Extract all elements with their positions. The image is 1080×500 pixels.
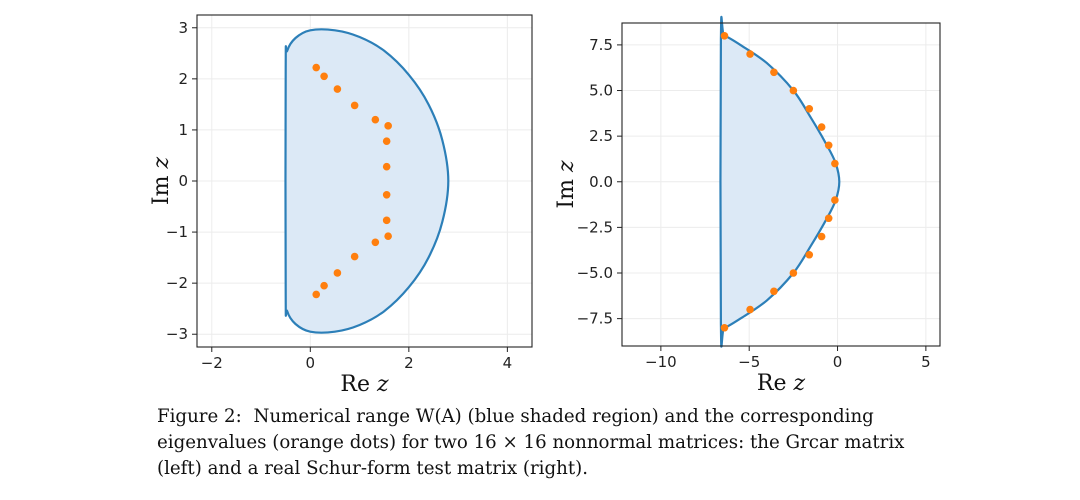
right-panel: −10 −5 0 5 −7.5 −5.0 −2.5 0.0 2.5 5.0 7.5 Re z Im z xyxy=(554,16,941,396)
eigenvalue-point xyxy=(333,85,342,93)
eigenvalue-point xyxy=(789,86,798,95)
y-axis-label: Im z xyxy=(149,157,174,206)
eigenvalue-point xyxy=(746,50,754,58)
eigenvalue-point xyxy=(312,290,321,299)
numerical-range-region xyxy=(284,28,450,334)
eigenvalue-point xyxy=(770,68,778,77)
eigenvalue-point xyxy=(805,250,814,259)
eigenvalue-point xyxy=(817,123,826,131)
eigenvalue-point xyxy=(805,104,814,113)
x-tick-label: −2 xyxy=(201,354,223,372)
x-axis-label: Re z xyxy=(757,371,806,396)
eigenvalue-point xyxy=(770,287,778,296)
eigenvalue-point xyxy=(371,115,380,124)
eigenvalue-point xyxy=(789,269,798,277)
eigenvalue-point xyxy=(312,63,321,72)
eigenvalue-point xyxy=(824,214,833,223)
plot-frame xyxy=(621,22,941,347)
caption-label: Figure 2: xyxy=(157,406,242,427)
x-tick-label: 0 xyxy=(833,353,843,371)
figure-caption: Figure 2: Numerical range W(A) (blue sha… xyxy=(157,404,947,482)
eigenvalue-point xyxy=(824,141,833,150)
y-tick-label: 2.5 xyxy=(589,127,613,145)
eigenvalue-point xyxy=(350,252,359,261)
x-tick-label: 5 xyxy=(921,353,931,371)
eigenvalue-point xyxy=(382,216,391,225)
y-tick-label: 1 xyxy=(178,121,188,139)
eigenvalue-point xyxy=(720,31,729,40)
y-tick-label: −3 xyxy=(166,325,188,343)
eigenvalue-point xyxy=(333,269,342,277)
eigenvalue-point xyxy=(831,159,839,168)
numerical-range-region xyxy=(719,16,841,348)
eigenvalue-point xyxy=(371,238,380,247)
y-tick-label: 3 xyxy=(178,19,188,37)
eigenvalue-point xyxy=(384,122,392,130)
y-tick-label: −7.5 xyxy=(577,310,613,328)
x-tick-label: −5 xyxy=(738,353,760,371)
eigenvalue-point xyxy=(320,281,328,290)
y-tick-label: 0.0 xyxy=(589,173,613,191)
x-axis-label: Re z xyxy=(340,372,389,397)
eigenvalue-point xyxy=(382,137,391,145)
y-tick-label: 5.0 xyxy=(589,82,613,100)
x-tick-label: 2 xyxy=(404,354,414,372)
x-tick-label: 4 xyxy=(503,354,513,372)
eigenvalue-point xyxy=(320,72,328,81)
y-axis-label: Im z xyxy=(554,160,579,209)
y-tick-label: −2.5 xyxy=(577,218,613,236)
y-tick-label: −2 xyxy=(166,274,188,292)
eigenvalue-point xyxy=(720,323,729,332)
x-tick-label: 0 xyxy=(306,354,316,372)
y-tick-label: 0 xyxy=(178,172,188,190)
eigenvalue-point xyxy=(384,232,392,240)
eigenvalue-point xyxy=(817,232,826,241)
y-tick-label: 7.5 xyxy=(589,36,613,54)
eigenvalue-point xyxy=(746,305,754,314)
y-tick-label: −1 xyxy=(166,223,188,241)
x-tick-label: −10 xyxy=(645,353,677,371)
y-tick-label: −5.0 xyxy=(577,264,613,282)
eigenvalue-point xyxy=(382,190,391,199)
caption-text: Numerical range W(A) (blue shaded region… xyxy=(157,406,905,479)
left-panel: −2 0 2 4 −3 −2 −1 0 1 2 3 Re z Im z xyxy=(149,14,533,397)
y-tick-label: 2 xyxy=(178,70,188,88)
eigenvalue-point xyxy=(350,101,359,110)
eigenvalue-point xyxy=(831,196,839,204)
eigenvalue-point xyxy=(382,162,391,171)
